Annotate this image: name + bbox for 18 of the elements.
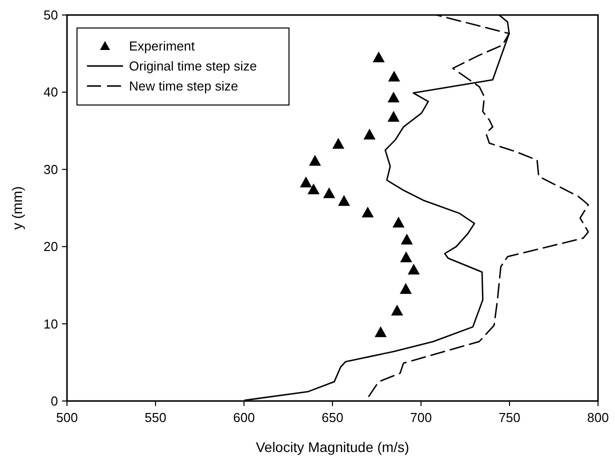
legend-label: Original time step size — [129, 58, 257, 74]
legend-label: New time step size — [129, 78, 238, 94]
y-axis-title: y (mm) — [9, 186, 25, 230]
x-tick-label: 700 — [410, 410, 432, 425]
y-tick-label: 50 — [44, 8, 58, 22]
x-axis-title: Velocity Magnitude (m/s) — [256, 439, 410, 455]
y-tick-label: 30 — [44, 162, 58, 177]
y-tick-label: 40 — [44, 84, 58, 100]
x-tick-label: 650 — [322, 410, 344, 425]
y-tick-label: 0 — [50, 394, 58, 408]
y-tick-label: 10 — [44, 316, 58, 332]
y-tick-label: 20 — [44, 239, 58, 254]
x-tick-label: 800 — [587, 410, 609, 425]
x-tick-label: 550 — [144, 410, 166, 425]
x-tick-label: 600 — [233, 410, 255, 425]
x-tick-label: 500 — [56, 410, 78, 425]
legend-label: Experiment — [129, 38, 196, 54]
x-tick-label: 750 — [498, 410, 520, 425]
